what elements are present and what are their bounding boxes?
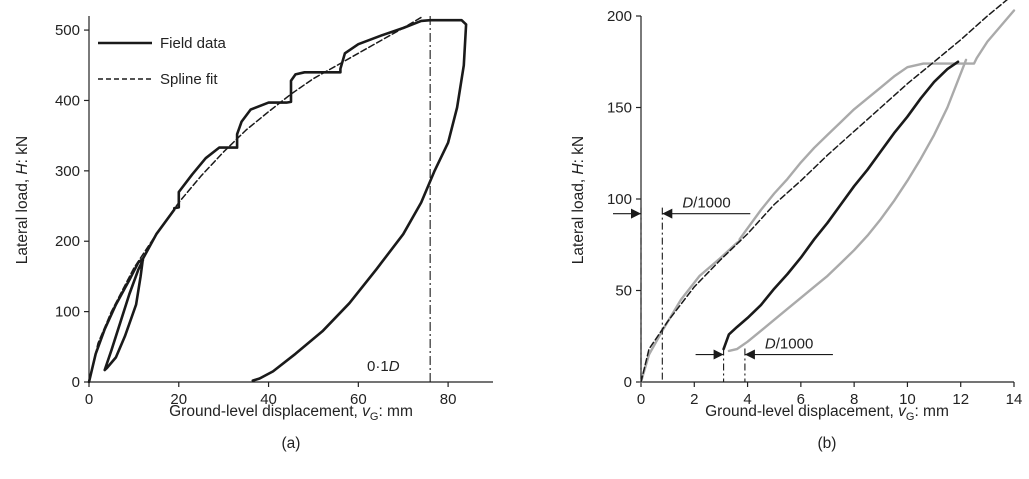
x-tick-label-b-5: 10: [899, 391, 916, 408]
x-tick-label-a-3: 60: [350, 391, 367, 408]
chart-panel-a: 0 20 40 60 80 0 100 200 300 400 500 Field data Spl…: [14, 16, 493, 452]
curve-0-series-b: [639, 9, 1016, 384]
y-tick-label-b-4: 200: [607, 8, 632, 25]
x-tick-label-b-0: 0: [637, 391, 645, 408]
curve-3-series-b: [640, 0, 1008, 383]
legend-label-spline-fit: Spline fit: [160, 71, 218, 88]
x-tick-label-b-7: 14: [1006, 391, 1023, 408]
y-tick-label-a-5: 500: [55, 22, 80, 39]
y-tick-label-a-0: 0: [72, 374, 80, 391]
x-tick-label-b-6: 12: [952, 391, 969, 408]
y-axis-label-b: Lateral load, H: kN: [570, 136, 587, 264]
x-tick-label-b-2: 4: [743, 391, 751, 408]
y-tick-label-a-4: 400: [55, 92, 80, 109]
curve-2-series-b: [722, 60, 960, 351]
panel-label-a: (a): [282, 435, 301, 452]
y-axis-label-a: Lateral load, H: kN: [14, 136, 31, 264]
y-tick-label-a-3: 300: [55, 163, 80, 180]
x-tick-label-a-0: 0: [85, 391, 93, 408]
curve-1-series-b: [727, 58, 968, 353]
x-axis-label-b: Ground-level displacement, vG: mm: [705, 403, 949, 423]
annotation-d-1000-0: D/1000: [682, 195, 730, 212]
y-tick-label-a-2: 200: [55, 233, 80, 250]
field-data-series-a: [87, 18, 468, 384]
x-tick-label-a-2: 40: [260, 391, 277, 408]
legend-a: Field data Spline fit: [98, 35, 227, 88]
y-tick-label-a-1: 100: [55, 304, 80, 321]
y-tick-label-b-1: 50: [615, 283, 632, 300]
x-tick-label-b-1: 2: [690, 391, 698, 408]
x-tick-label-a-1: 20: [170, 391, 187, 408]
x-axis-label-a: Ground-level displacement, vG: mm: [169, 403, 413, 423]
chart-panel-b: 0 2 4 6 8 10 12 14 0 50 100 150 200 D/1000 D/1000 Gro…: [570, 0, 1022, 452]
x-tick-label-b-4: 8: [850, 391, 858, 408]
spline-fit-series-a: [88, 16, 422, 383]
panel-label-b: (b): [818, 435, 837, 452]
y-tick-label-b-2: 100: [607, 191, 632, 208]
arrow-left-icon: [744, 349, 755, 360]
annotation-d-1000-1: D/1000: [765, 336, 813, 353]
arrow-left-icon: [662, 208, 673, 219]
x-tick-label-b-3: 6: [797, 391, 805, 408]
annotation-0-1d: 0·1D: [367, 358, 400, 375]
arrow-right-icon: [713, 349, 724, 360]
arrow-right-icon: [631, 208, 641, 219]
x-tick-label-a-4: 80: [440, 391, 457, 408]
legend-label-field-data: Field data: [160, 35, 227, 52]
y-tick-label-b-0: 0: [624, 374, 632, 391]
y-tick-label-b-3: 150: [607, 100, 632, 117]
